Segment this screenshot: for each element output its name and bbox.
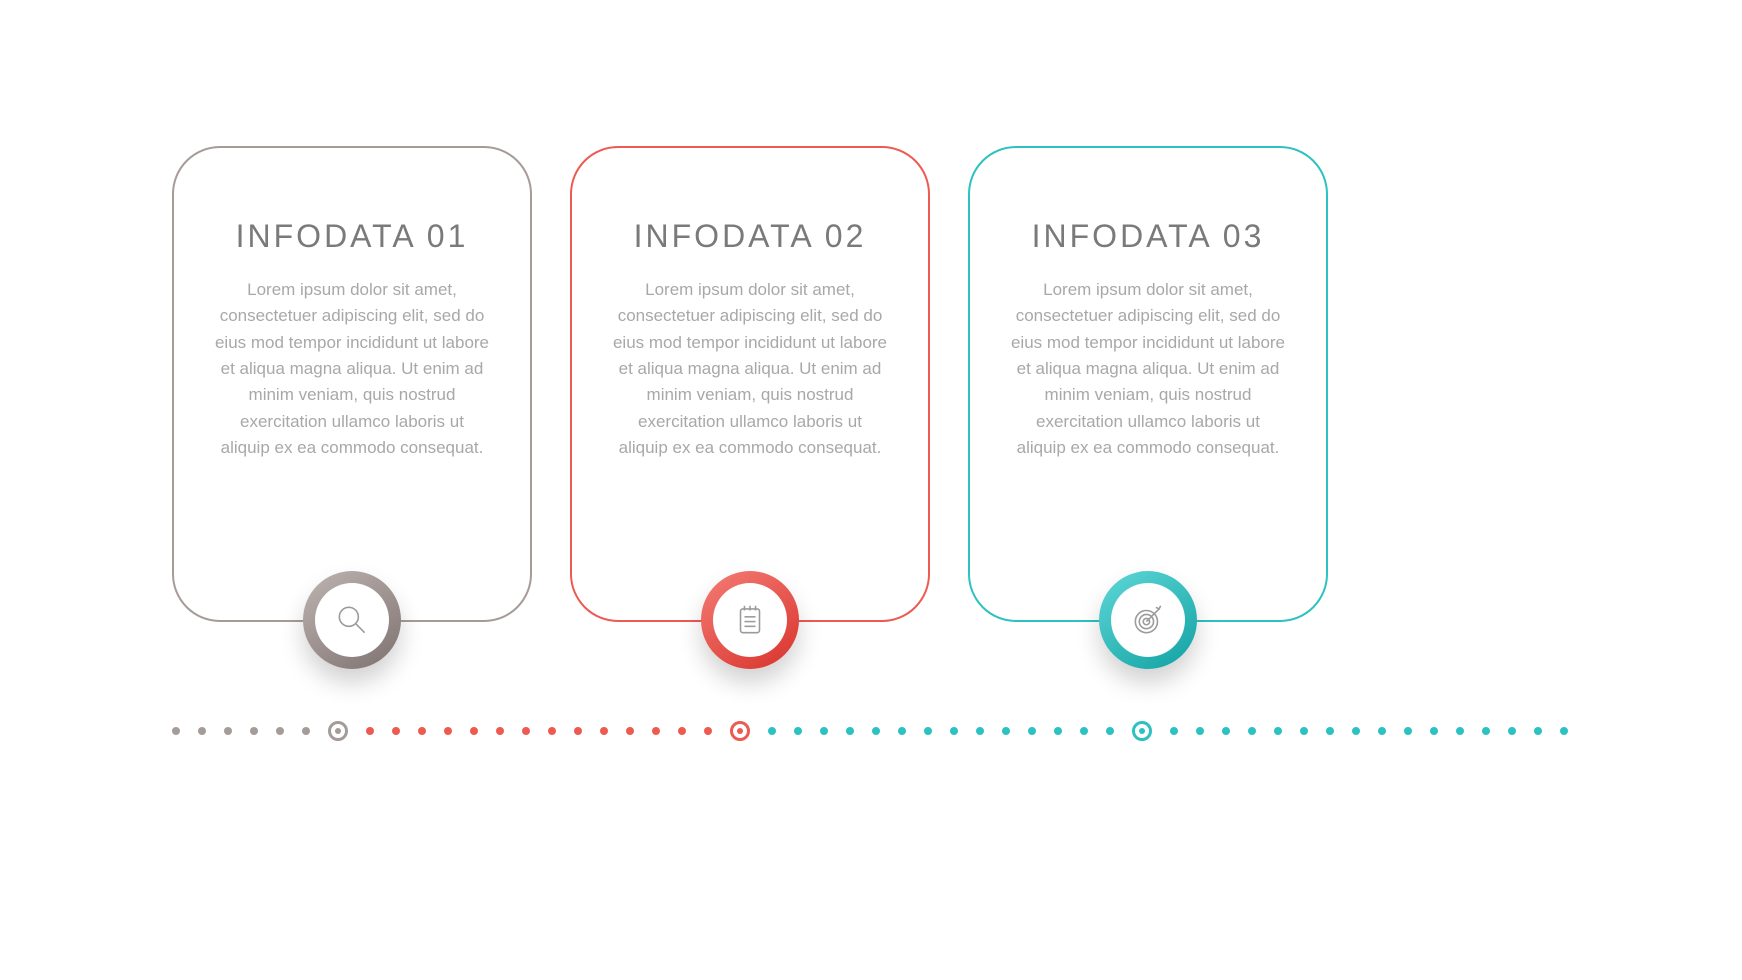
notepad-icon (731, 601, 769, 639)
timeline-ring (1132, 721, 1152, 741)
timeline-dot (768, 727, 776, 735)
timeline-dot (872, 727, 880, 735)
info-card-1: INFODATA 01 Lorem ipsum dolor sit amet, … (172, 146, 532, 622)
timeline-dot (924, 727, 932, 735)
timeline-dot (1404, 727, 1412, 735)
info-card-1-body: Lorem ipsum dolor sit amet, consectetuer… (214, 277, 490, 461)
timeline-dot (198, 727, 206, 735)
timeline-dot (1054, 727, 1062, 735)
timeline-dot (678, 727, 686, 735)
info-card-1-badge (303, 571, 401, 669)
timeline-dot (794, 727, 802, 735)
timeline-dot (1352, 727, 1360, 735)
info-card-3-badge (1099, 571, 1197, 669)
timeline-dot (444, 727, 452, 735)
timeline-dot (1080, 727, 1088, 735)
timeline-dot (1274, 727, 1282, 735)
timeline-dot (1196, 727, 1204, 735)
timeline-dot (172, 727, 180, 735)
timeline-dot (1508, 727, 1516, 735)
timeline-dot (1222, 727, 1230, 735)
timeline-dot (1106, 727, 1114, 735)
timeline-dot (276, 727, 284, 735)
timeline-dot (574, 727, 582, 735)
info-card-1-title: INFODATA 01 (214, 218, 490, 255)
timeline-dot (1300, 727, 1308, 735)
info-card-3: INFODATA 03 Lorem ipsum dolor sit amet, … (968, 146, 1328, 622)
timeline-dot (224, 727, 232, 735)
timeline-dot (846, 727, 854, 735)
timeline-dot (418, 727, 426, 735)
timeline-dot (366, 727, 374, 735)
timeline-dot (600, 727, 608, 735)
timeline-dot (496, 727, 504, 735)
info-card-3-title: INFODATA 03 (1010, 218, 1286, 255)
timeline-ring (328, 721, 348, 741)
info-card-2-badge (701, 571, 799, 669)
timeline-dot (1560, 727, 1568, 735)
timeline-dot (1028, 727, 1036, 735)
timeline-dot (1326, 727, 1334, 735)
timeline-dot (1456, 727, 1464, 735)
timeline-dot (704, 727, 712, 735)
timeline-ring (730, 721, 750, 741)
info-card-2: INFODATA 02 Lorem ipsum dolor sit amet, … (570, 146, 930, 622)
timeline-dot (976, 727, 984, 735)
magnifier-icon (333, 601, 371, 639)
timeline-dot (470, 727, 478, 735)
timeline-dot (1482, 727, 1490, 735)
timeline-dot (898, 727, 906, 735)
timeline-dot (1534, 727, 1542, 735)
timeline-dot (302, 727, 310, 735)
infographic-stage: INFODATA 01 Lorem ipsum dolor sit amet, … (0, 0, 1742, 980)
timeline-dot (1170, 727, 1178, 735)
timeline-dot (1002, 727, 1010, 735)
target-icon (1129, 601, 1167, 639)
timeline-dot (250, 727, 258, 735)
timeline-dot (392, 727, 400, 735)
timeline-dot (652, 727, 660, 735)
timeline-dot (1248, 727, 1256, 735)
timeline-dot (522, 727, 530, 735)
timeline-dot (626, 727, 634, 735)
timeline-dots (172, 721, 1568, 741)
info-card-3-body: Lorem ipsum dolor sit amet, consectetuer… (1010, 277, 1286, 461)
timeline-dot (1378, 727, 1386, 735)
timeline-dot (1430, 727, 1438, 735)
timeline-dot (820, 727, 828, 735)
info-card-2-title: INFODATA 02 (612, 218, 888, 255)
timeline-dot (950, 727, 958, 735)
info-card-2-body: Lorem ipsum dolor sit amet, consectetuer… (612, 277, 888, 461)
timeline-dot (548, 727, 556, 735)
